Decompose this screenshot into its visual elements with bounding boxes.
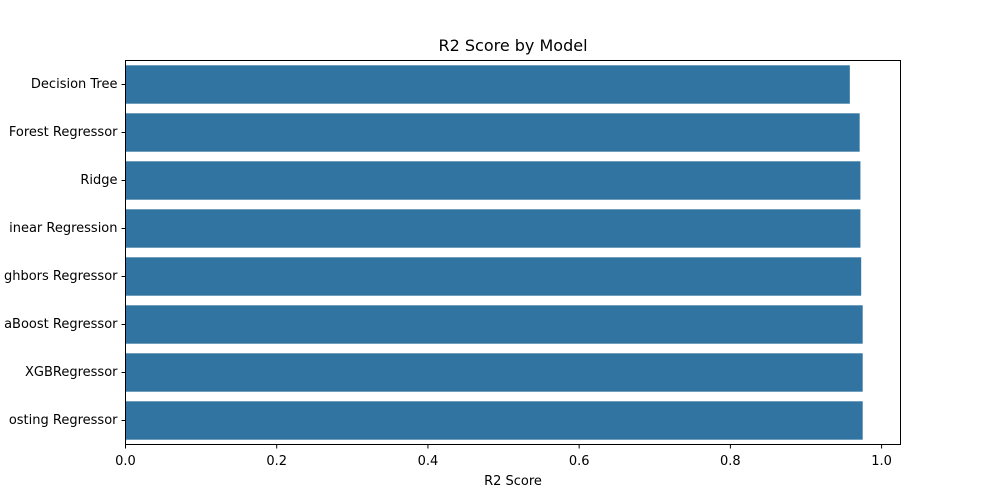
y-tick-label: Ridge (80, 173, 117, 188)
y-tick-label: osting Regressor (9, 413, 118, 428)
x-tick-label: 0.4 (418, 454, 439, 469)
y-tick-label: Decision Tree (31, 77, 118, 92)
y-tick-label: XGBRegressor (25, 365, 118, 380)
bars-layer (125, 65, 863, 440)
x-tick-label: 1.0 (871, 454, 892, 469)
x-axis: 0.0 0.2 0.4 0.6 0.8 1.0 (115, 444, 892, 469)
bar-5 (125, 305, 863, 344)
bar-6 (125, 353, 863, 392)
bar-4 (125, 257, 862, 296)
y-tick-label: Forest Regressor (9, 125, 118, 140)
plot-frame (125, 60, 901, 445)
bar-1 (125, 113, 860, 152)
bar-3 (125, 209, 861, 248)
y-axis: Decision Tree Forest Regressor Ridge inear … (4, 77, 126, 428)
x-tick-label: 0.2 (266, 454, 287, 469)
bar-0 (125, 65, 850, 104)
y-tick-label: inear Regression (9, 221, 117, 236)
bar-7 (125, 401, 863, 440)
y-tick-label: aBoost Regressor (4, 317, 118, 332)
bar-2 (125, 161, 861, 200)
x-tick-label: 0.6 (569, 454, 590, 469)
x-tick-label: 0.8 (720, 454, 741, 469)
y-tick-label: ghbors Regressor (4, 269, 118, 284)
x-tick-label: 0.0 (115, 454, 136, 469)
chart-title: R2 Score by Model (438, 36, 587, 55)
x-axis-label: R2 Score (484, 474, 542, 489)
